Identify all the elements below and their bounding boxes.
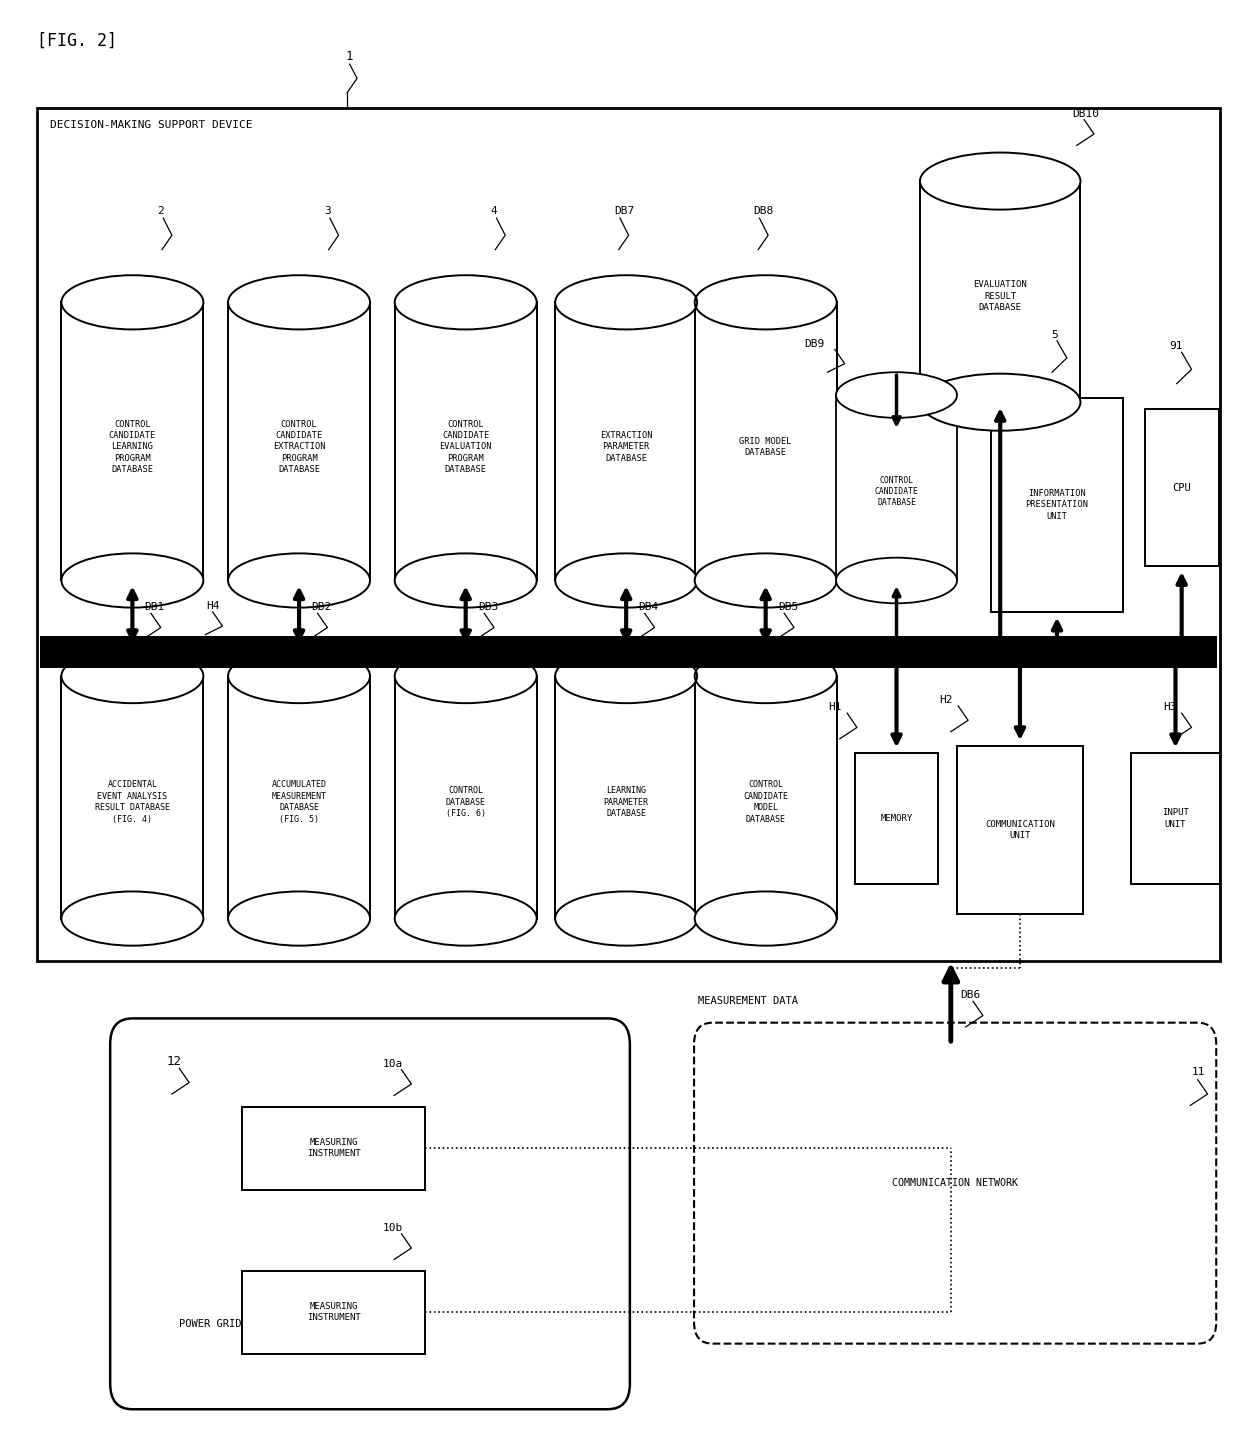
Text: DB8: DB8 (754, 206, 774, 216)
Bar (40, 636, 1218, 667)
Ellipse shape (394, 553, 537, 607)
Bar (556, 676, 697, 918)
Text: DB9: DB9 (804, 338, 825, 348)
Ellipse shape (228, 892, 370, 945)
Text: EXTRACTION
PARAMETER
DATABASE: EXTRACTION PARAMETER DATABASE (600, 431, 652, 463)
Ellipse shape (556, 649, 697, 703)
Text: H1: H1 (828, 702, 842, 712)
Bar (1145, 410, 1219, 566)
Bar (694, 676, 837, 918)
Text: DB6: DB6 (961, 991, 981, 1001)
Bar (394, 676, 537, 918)
Ellipse shape (556, 275, 697, 329)
Text: CONTROL
CANDIDATE
LEARNING
PROGRAM
DATABASE: CONTROL CANDIDATE LEARNING PROGRAM DATAB… (109, 420, 156, 474)
Text: DECISION-MAKING SUPPORT DEVICE: DECISION-MAKING SUPPORT DEVICE (50, 120, 252, 130)
Text: ACCIDENTAL
EVENT ANALYSIS
RESULT DATABASE
(FIG. 4): ACCIDENTAL EVENT ANALYSIS RESULT DATABAS… (95, 780, 170, 823)
Ellipse shape (394, 649, 537, 703)
Text: 4: 4 (490, 206, 497, 216)
Bar (991, 398, 1123, 611)
Text: LEARNING
PARAMETER
DATABASE: LEARNING PARAMETER DATABASE (604, 786, 649, 818)
Bar (854, 753, 939, 885)
Bar (694, 302, 837, 580)
Bar (228, 676, 370, 918)
Ellipse shape (836, 557, 957, 603)
Ellipse shape (228, 553, 370, 607)
Bar (242, 1107, 425, 1190)
Text: MEASURING
INSTRUMENT: MEASURING INSTRUMENT (306, 1302, 361, 1323)
Bar (394, 302, 537, 580)
Text: DB2: DB2 (311, 603, 331, 613)
Text: 1: 1 (346, 50, 353, 63)
Bar (62, 676, 203, 918)
Ellipse shape (556, 553, 697, 607)
Text: DB7: DB7 (614, 206, 634, 216)
Ellipse shape (228, 649, 370, 703)
Ellipse shape (556, 892, 697, 945)
Text: 91: 91 (1169, 341, 1183, 351)
Bar (62, 302, 203, 580)
Ellipse shape (62, 892, 203, 945)
Text: 11: 11 (1192, 1067, 1205, 1077)
Text: [FIG. 2]: [FIG. 2] (37, 32, 118, 49)
Text: 10b: 10b (383, 1223, 403, 1233)
Text: MEMORY: MEMORY (880, 815, 913, 823)
Text: CONTROL
DATABASE
(FIG. 6): CONTROL DATABASE (FIG. 6) (445, 786, 486, 818)
Text: MEASUREMENT DATA: MEASUREMENT DATA (698, 997, 797, 1007)
Ellipse shape (62, 649, 203, 703)
Text: MEASURING
INSTRUMENT: MEASURING INSTRUMENT (306, 1138, 361, 1158)
Bar (836, 395, 957, 580)
Text: INFORMATION
PRESENTATION
UNIT: INFORMATION PRESENTATION UNIT (1025, 488, 1089, 521)
Text: CONTROL
CANDIDATE
EVALUATION
PROGRAM
DATABASE: CONTROL CANDIDATE EVALUATION PROGRAM DAT… (439, 420, 492, 474)
FancyBboxPatch shape (694, 1022, 1216, 1343)
Text: DB1: DB1 (145, 603, 165, 613)
Bar (957, 746, 1083, 914)
Ellipse shape (920, 374, 1080, 431)
Text: H3: H3 (1163, 702, 1177, 712)
Text: H4: H4 (207, 601, 219, 611)
Ellipse shape (62, 275, 203, 329)
Ellipse shape (394, 275, 537, 329)
Text: GRID MODEL
DATABASE: GRID MODEL DATABASE (739, 437, 792, 457)
Ellipse shape (228, 275, 370, 329)
Text: INPUT
UNIT: INPUT UNIT (1162, 809, 1189, 829)
Ellipse shape (62, 553, 203, 607)
Text: H2: H2 (940, 695, 954, 705)
Text: DB10: DB10 (1071, 109, 1099, 119)
Text: DB5: DB5 (777, 603, 799, 613)
Text: 3: 3 (324, 206, 331, 216)
Ellipse shape (920, 153, 1080, 209)
Text: EVALUATION
RESULT
DATABASE: EVALUATION RESULT DATABASE (973, 281, 1027, 312)
Ellipse shape (694, 892, 837, 945)
Text: CONTROL
CANDIDATE
DATABASE: CONTROL CANDIDATE DATABASE (874, 475, 919, 507)
Text: COMMUNICATION
UNIT: COMMUNICATION UNIT (985, 821, 1055, 841)
Text: CONTROL
CANDIDATE
EXTRACTION
PROGRAM
DATABASE: CONTROL CANDIDATE EXTRACTION PROGRAM DAT… (273, 420, 325, 474)
Bar (1131, 753, 1220, 885)
Text: 2: 2 (157, 206, 164, 216)
Text: 12: 12 (167, 1055, 182, 1068)
Text: COMMUNICATION NETWORK: COMMUNICATION NETWORK (892, 1179, 1018, 1189)
Text: 5: 5 (1050, 329, 1058, 339)
Text: CONTROL
CANDIDATE
MODEL
DATABASE: CONTROL CANDIDATE MODEL DATABASE (743, 780, 789, 823)
Text: DB3: DB3 (479, 603, 498, 613)
Ellipse shape (694, 553, 837, 607)
FancyBboxPatch shape (110, 1018, 630, 1409)
Bar (242, 1270, 425, 1353)
Text: POWER GRID: POWER GRID (180, 1319, 242, 1329)
Bar (920, 180, 1080, 402)
Ellipse shape (694, 649, 837, 703)
Text: ACCUMULATED
MEASUREMENT
DATABASE
(FIG. 5): ACCUMULATED MEASUREMENT DATABASE (FIG. 5… (272, 780, 326, 823)
Bar (556, 302, 697, 580)
Text: 10a: 10a (383, 1058, 403, 1068)
Text: DB4: DB4 (639, 603, 658, 613)
Ellipse shape (394, 892, 537, 945)
Ellipse shape (694, 275, 837, 329)
Bar (37, 109, 1220, 961)
Bar (228, 302, 370, 580)
Text: CPU: CPU (1172, 483, 1192, 493)
Ellipse shape (836, 372, 957, 418)
